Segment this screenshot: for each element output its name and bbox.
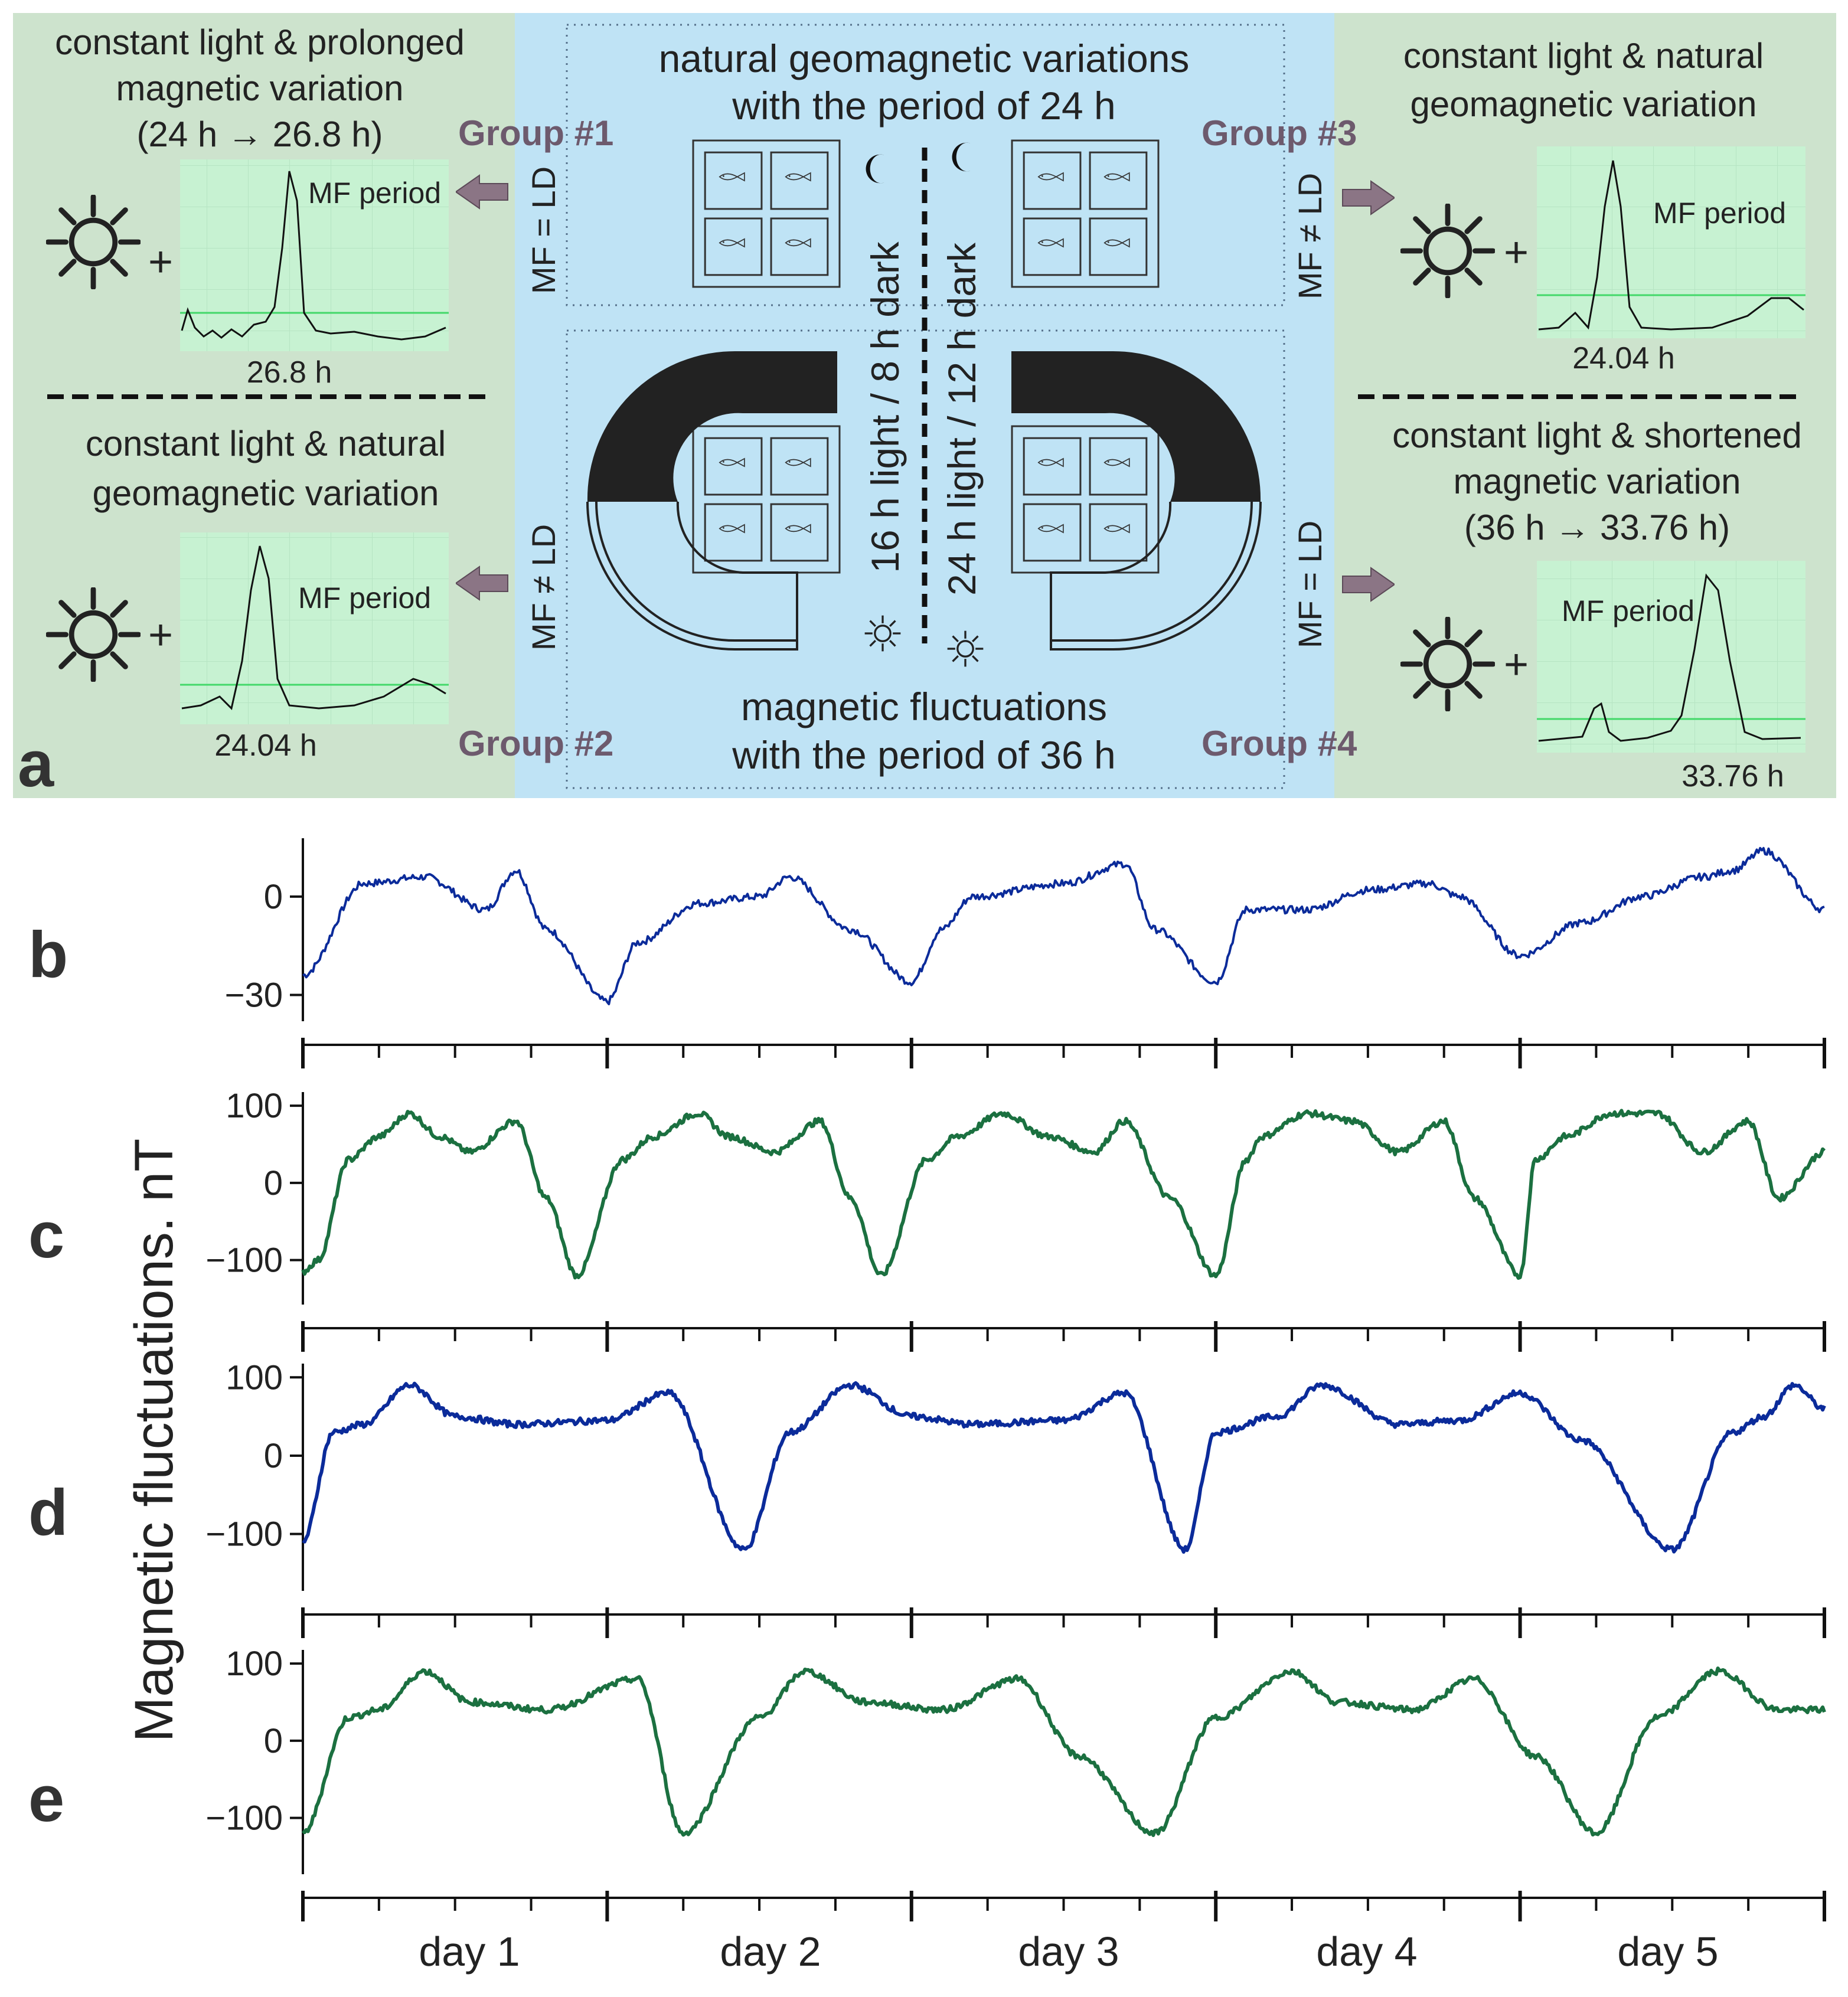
inset-bottom-left: MF period	[180, 532, 449, 724]
top-dotted-box	[566, 24, 1285, 306]
top-left-title-1: constant light & prolonged	[55, 22, 465, 62]
mf-label-group-2: MF ≠ LD	[525, 524, 562, 651]
inset-label: MF period	[1562, 594, 1694, 627]
period-label: 24.04 h	[1572, 341, 1675, 375]
y-tick-label: 0	[264, 878, 283, 916]
inset-bottom-right: MF period	[1537, 561, 1805, 753]
series-line-c	[301, 1109, 1826, 1280]
plus-sign: +	[1504, 641, 1529, 688]
charts: b 0 −30 c 100 0 −100 d 100 0 −100 e 100 0 −100	[28, 838, 1826, 1921]
top-left-title-3: (24 h → 26.8 h)	[137, 115, 383, 154]
plus-sign: +	[1504, 229, 1529, 276]
bottom-left-title-1: constant light & natural	[86, 424, 446, 463]
panel-a: natural geomagnetic variations with the …	[13, 13, 1836, 800]
top-right-title-2: geomagnetic variation	[1410, 84, 1756, 124]
x-axis-labels: day 1 day 2 day 3 day 4 day 5	[419, 1929, 1718, 1975]
inset-label: MF period	[1653, 197, 1786, 230]
inset-top-right: MF period	[1537, 146, 1805, 338]
panel-letter-a: a	[18, 728, 54, 800]
period-label: 24.04 h	[214, 728, 317, 763]
y-axis-label: Magnetic fluctuations. nT	[124, 1139, 184, 1743]
y-tick-label: 100	[226, 1087, 283, 1125]
chart-panel-d: d 100 0 −100	[28, 1358, 1826, 1638]
mf-label-group-1: MF = LD	[525, 166, 562, 294]
center-bottom-line-2: with the period of 36 h	[732, 733, 1115, 777]
y-tick-label: 100	[226, 1358, 283, 1397]
plus-sign: +	[148, 612, 173, 659]
coil-right	[1011, 351, 1262, 651]
inset-label: MF period	[308, 177, 441, 210]
chart-panel-b: b 0 −30	[28, 838, 1826, 1068]
x-label-day-1: day 1	[419, 1929, 520, 1975]
group-1-label: Group #1	[458, 113, 613, 153]
top-left-title-2: magnetic variation	[116, 68, 404, 108]
panel-letter-b: b	[28, 919, 68, 991]
y-tick-label: −100	[205, 1241, 283, 1280]
x-label-day-2: day 2	[720, 1929, 821, 1975]
y-tick-label: 0	[264, 1722, 283, 1760]
panel-letter-c: c	[28, 1199, 64, 1272]
inset-curve	[181, 171, 446, 341]
coil-left	[586, 351, 837, 651]
y-tick-label: 0	[264, 1437, 283, 1475]
top-right-title-1: constant light & natural	[1403, 36, 1764, 76]
panel-letter-d: d	[28, 1476, 68, 1549]
series-line-d	[302, 1381, 1826, 1554]
series-line-e	[301, 1666, 1826, 1837]
inset-label: MF period	[298, 581, 431, 615]
mf-label-group-4: MF = LD	[1291, 521, 1328, 648]
light-cycle-left: 16 h light / 8 h dark	[863, 241, 907, 573]
bottom-right-title-3: (36 h → 33.76 h)	[1464, 508, 1730, 547]
bottom-right-title-1: constant light & shortened	[1392, 416, 1802, 455]
inset-curve	[1538, 573, 1801, 742]
y-tick-label: −30	[225, 976, 283, 1015]
inset-curve	[181, 545, 446, 710]
light-cycle-right: 24 h light / 12 h dark	[940, 242, 984, 596]
group-3-label: Group #3	[1201, 113, 1357, 153]
inset-curve	[1538, 160, 1804, 331]
center-top-line-1: natural geomagnetic variations	[659, 37, 1190, 80]
period-label: 33.76 h	[1682, 759, 1784, 793]
bottom-right-title-2: magnetic variation	[1454, 462, 1741, 501]
group-4-label: Group #4	[1201, 724, 1357, 763]
bottom-left-title-2: geomagnetic variation	[92, 473, 439, 513]
panel-letter-e: e	[28, 1763, 64, 1835]
x-label-day-3: day 3	[1018, 1929, 1119, 1975]
x-label-day-4: day 4	[1316, 1929, 1417, 1975]
period-label: 26.8 h	[247, 355, 332, 390]
y-tick-label: 100	[226, 1645, 283, 1683]
center-bottom-line-1: magnetic fluctuations	[741, 685, 1107, 728]
series-line-b	[302, 846, 1825, 1005]
chart-panel-c: c 100 0 −100	[28, 1087, 1826, 1352]
y-tick-label: 0	[264, 1164, 283, 1202]
center-top-line-2: with the period of 24 h	[732, 84, 1115, 128]
group-2-label: Group #2	[458, 724, 613, 763]
plus-sign: +	[148, 238, 173, 286]
inset-top-left: MF period	[180, 159, 449, 351]
y-tick-label: −100	[205, 1799, 283, 1838]
x-label-day-5: day 5	[1617, 1929, 1718, 1975]
y-tick-label: −100	[205, 1515, 283, 1554]
mf-label-group-3: MF ≠ LD	[1291, 173, 1328, 299]
chart-panel-e: e 100 0 −100	[28, 1645, 1826, 1921]
